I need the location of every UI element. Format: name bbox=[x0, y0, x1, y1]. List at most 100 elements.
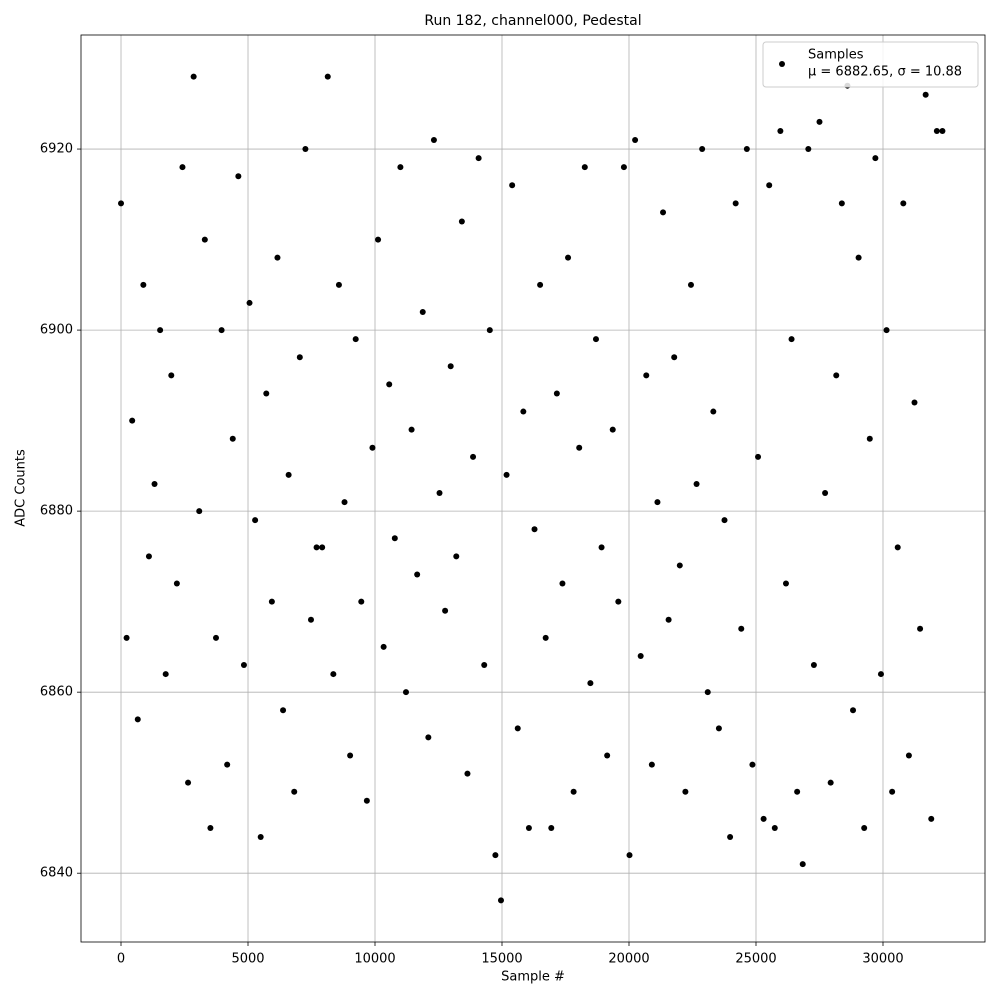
point bbox=[414, 571, 421, 578]
point bbox=[565, 254, 572, 261]
point bbox=[224, 761, 231, 768]
point bbox=[352, 336, 359, 343]
point bbox=[738, 625, 745, 632]
point bbox=[453, 553, 460, 560]
point bbox=[559, 580, 566, 587]
point bbox=[732, 200, 739, 207]
point bbox=[140, 281, 147, 288]
point bbox=[380, 643, 387, 650]
point bbox=[928, 815, 935, 822]
point bbox=[615, 598, 622, 605]
point bbox=[788, 336, 795, 343]
point bbox=[447, 363, 454, 370]
point bbox=[520, 408, 527, 415]
point bbox=[503, 471, 510, 478]
point bbox=[240, 662, 247, 669]
point bbox=[620, 164, 627, 171]
point bbox=[810, 662, 817, 669]
point bbox=[179, 164, 186, 171]
point bbox=[257, 833, 264, 840]
point bbox=[771, 824, 778, 831]
x-tick-label: 15000 bbox=[481, 952, 522, 967]
point bbox=[760, 815, 767, 822]
point bbox=[313, 544, 320, 551]
point bbox=[391, 535, 398, 542]
point bbox=[693, 480, 700, 487]
point bbox=[654, 499, 661, 506]
point bbox=[123, 634, 130, 641]
point bbox=[252, 517, 259, 524]
point bbox=[715, 725, 722, 732]
point bbox=[755, 453, 762, 460]
point bbox=[648, 761, 655, 768]
point bbox=[280, 707, 287, 714]
legend-label: Samples bbox=[808, 48, 864, 63]
point bbox=[302, 146, 309, 153]
point bbox=[229, 435, 236, 442]
point bbox=[581, 164, 588, 171]
point bbox=[145, 553, 152, 560]
point bbox=[369, 444, 376, 451]
y-tick-label: 6860 bbox=[40, 685, 73, 700]
point bbox=[598, 544, 605, 551]
point bbox=[749, 761, 756, 768]
point bbox=[699, 146, 706, 153]
point bbox=[151, 480, 158, 487]
point bbox=[777, 127, 784, 134]
point bbox=[157, 327, 164, 334]
x-tick-label: 30000 bbox=[862, 952, 903, 967]
point bbox=[442, 607, 449, 614]
plot-frame bbox=[80, 34, 986, 943]
point bbox=[877, 671, 884, 678]
point bbox=[553, 390, 560, 397]
point bbox=[933, 127, 940, 134]
point bbox=[274, 254, 281, 261]
x-tick-label: 0 bbox=[117, 952, 125, 967]
point bbox=[548, 824, 555, 831]
point bbox=[861, 824, 868, 831]
point bbox=[665, 616, 672, 623]
point bbox=[604, 752, 611, 759]
point bbox=[207, 824, 214, 831]
y-tick-label: 6920 bbox=[40, 142, 73, 157]
point bbox=[497, 897, 504, 904]
point bbox=[721, 517, 728, 524]
point bbox=[235, 173, 242, 180]
point bbox=[492, 852, 499, 859]
point bbox=[402, 689, 409, 696]
point bbox=[917, 625, 924, 632]
point bbox=[542, 634, 549, 641]
point bbox=[537, 281, 544, 288]
point bbox=[660, 209, 667, 216]
point bbox=[632, 137, 639, 144]
point bbox=[794, 788, 801, 795]
point bbox=[872, 155, 879, 162]
point bbox=[799, 861, 806, 868]
point bbox=[307, 616, 314, 623]
point bbox=[201, 236, 208, 243]
point bbox=[850, 707, 857, 714]
point bbox=[218, 327, 225, 334]
x-tick-label: 5000 bbox=[231, 952, 264, 967]
point bbox=[291, 788, 298, 795]
point bbox=[296, 354, 303, 361]
point bbox=[922, 91, 929, 98]
point bbox=[883, 327, 890, 334]
point bbox=[576, 444, 583, 451]
point bbox=[285, 471, 292, 478]
point bbox=[643, 372, 650, 379]
point bbox=[419, 308, 426, 315]
point bbox=[671, 354, 678, 361]
point bbox=[676, 562, 683, 569]
point bbox=[118, 200, 125, 207]
point bbox=[889, 788, 896, 795]
point bbox=[196, 508, 203, 515]
point bbox=[570, 788, 577, 795]
point bbox=[358, 598, 365, 605]
point bbox=[905, 752, 912, 759]
point bbox=[866, 435, 873, 442]
point bbox=[486, 327, 493, 334]
point bbox=[430, 137, 437, 144]
point bbox=[833, 372, 840, 379]
point bbox=[134, 716, 141, 723]
